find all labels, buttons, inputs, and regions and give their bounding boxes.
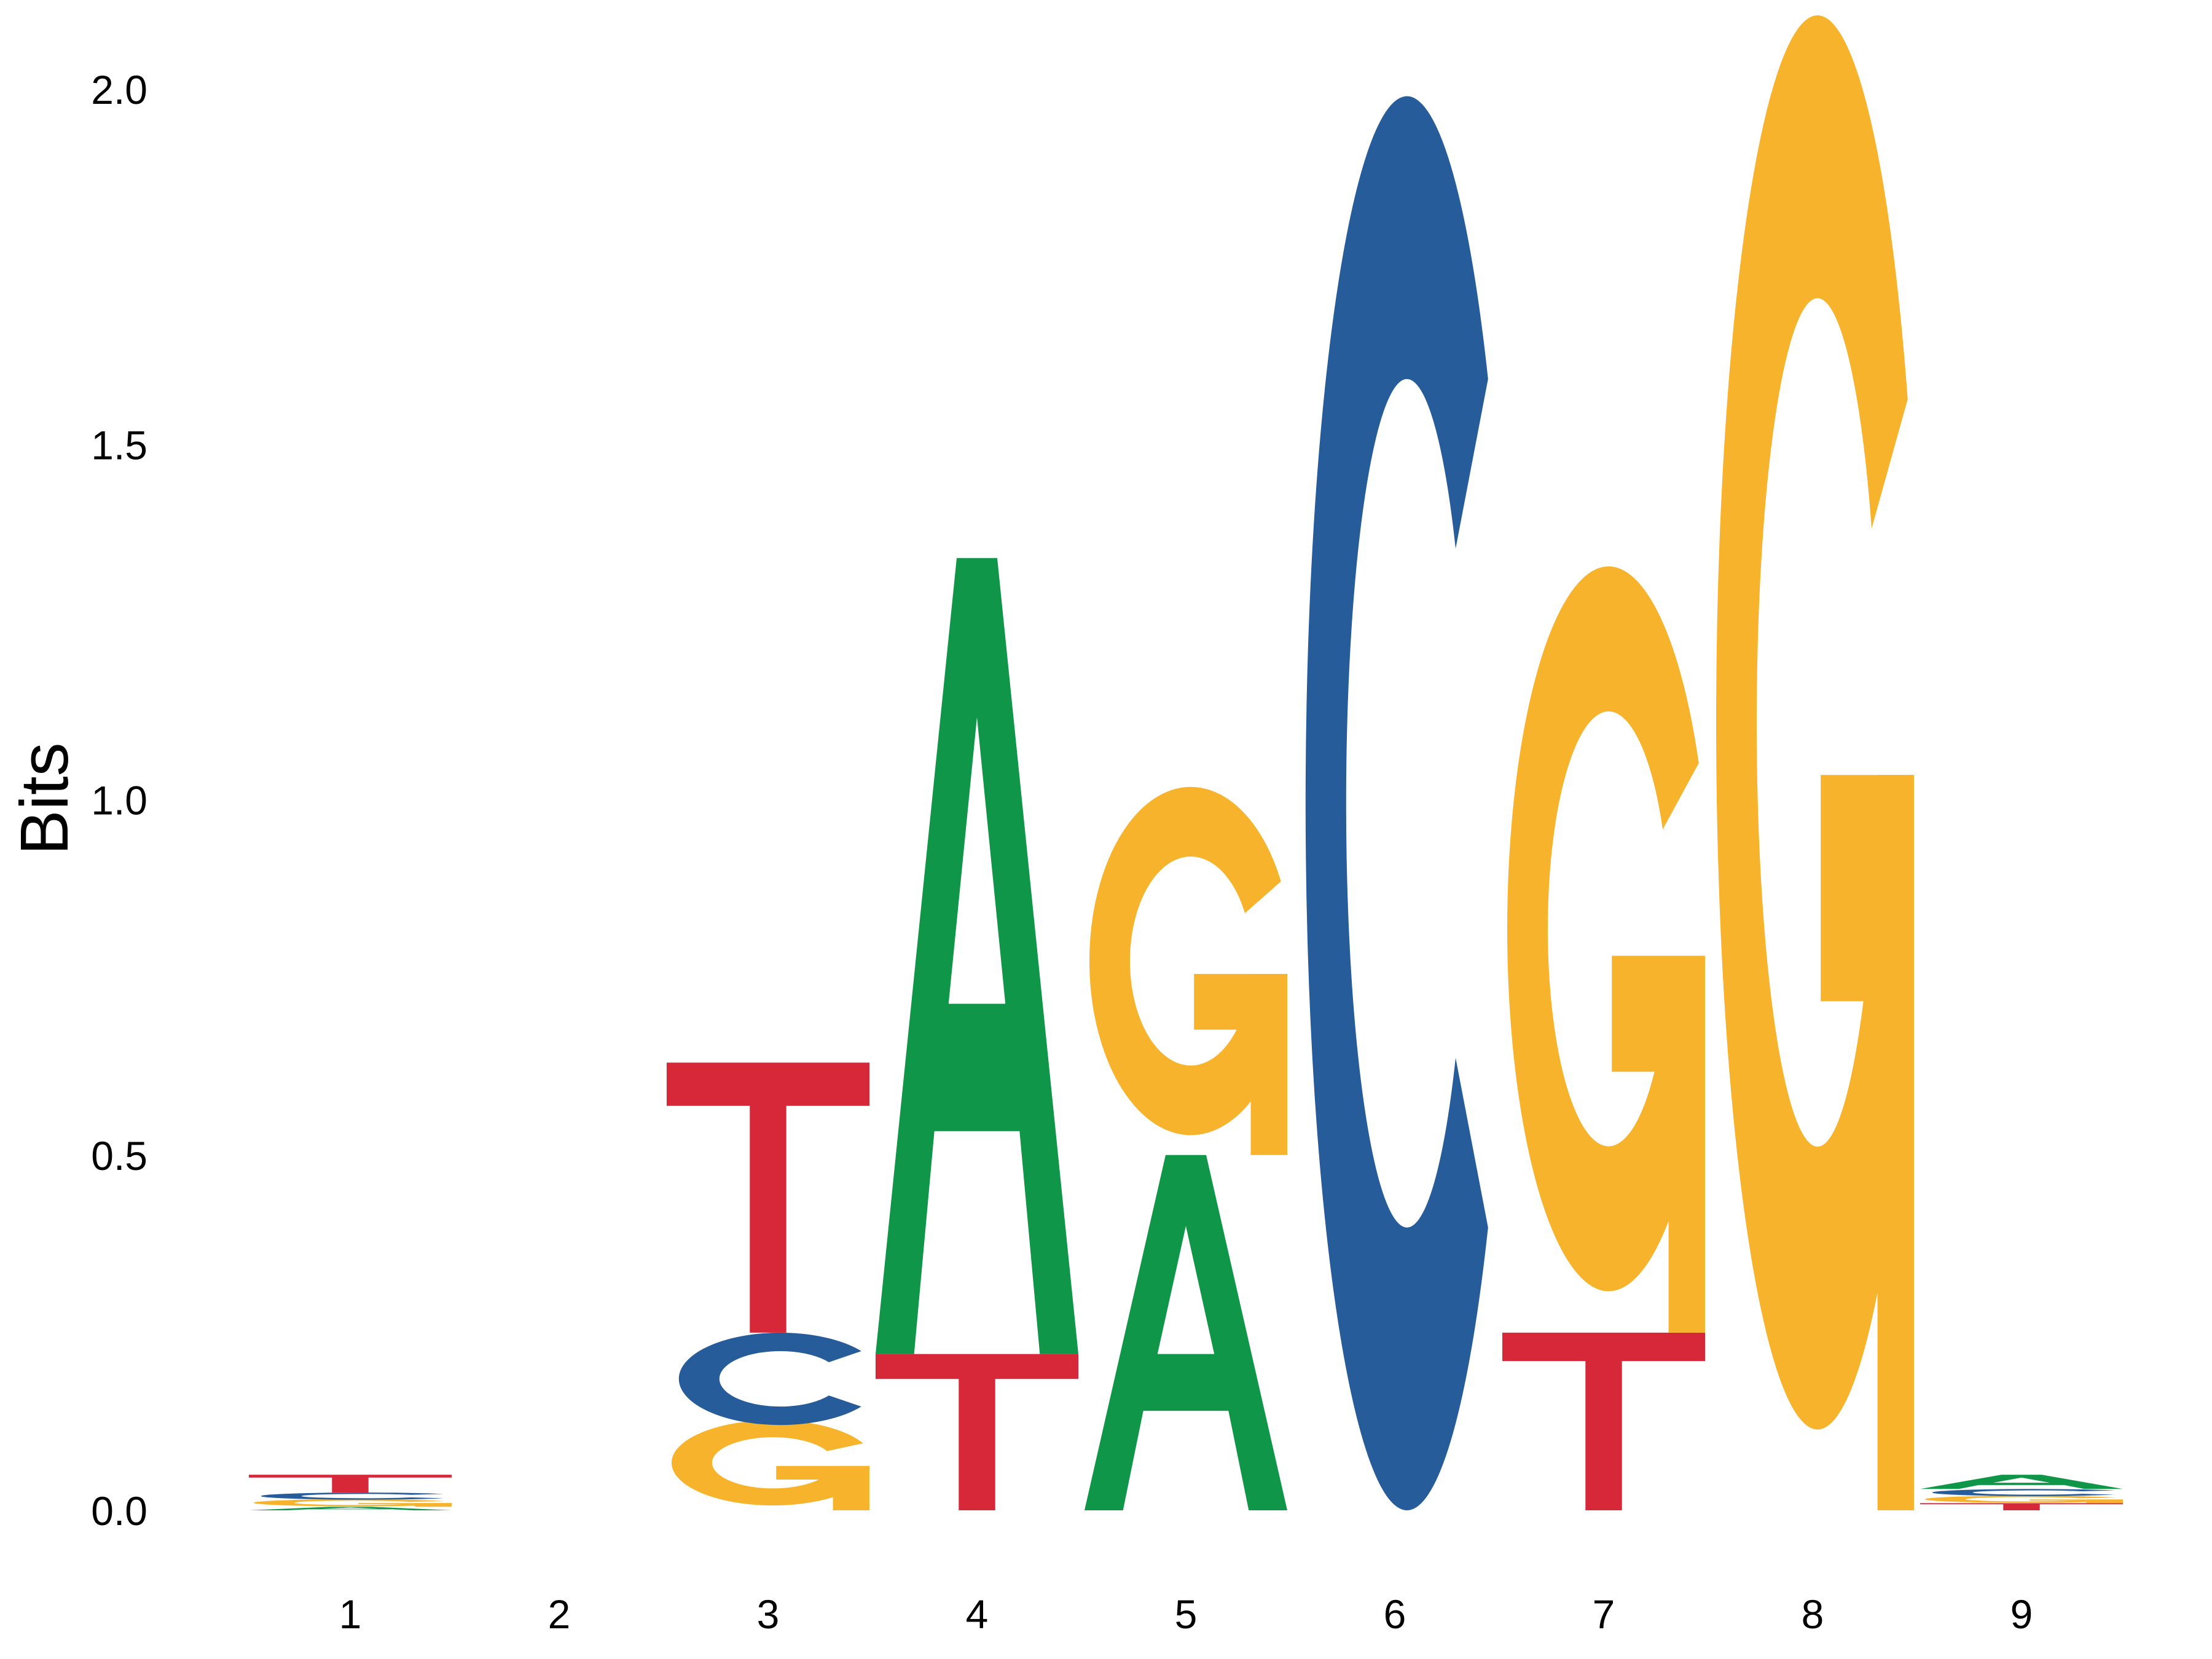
logo-stack-8: [1716, 15, 1914, 1510]
x-tick-label: 6: [1384, 1591, 1406, 1637]
letter-C: [1305, 96, 1488, 1510]
x-tick-label: 1: [339, 1591, 362, 1637]
letter-C: [1932, 1489, 2115, 1496]
x-tick-label: 3: [757, 1591, 780, 1637]
x-axis-ticks: 1 2 3 4 5 6 7 8 9: [339, 1591, 2033, 1637]
logo-stack-6: [1305, 96, 1488, 1510]
x-tick-label: 8: [1802, 1591, 1824, 1637]
letter-T: [667, 1062, 869, 1333]
letter-G: [1089, 786, 1287, 1155]
y-tick-label: 2.0: [91, 67, 147, 112]
letter-A: [1920, 1475, 2123, 1489]
x-tick-label: 5: [1175, 1591, 1198, 1637]
logo-stack-3: [667, 1062, 869, 1510]
letter-A: [876, 558, 1078, 1354]
x-tick-label: 9: [2010, 1591, 2033, 1637]
y-tick-label: 1.0: [91, 778, 147, 823]
y-tick-label: 0.0: [91, 1488, 147, 1534]
y-axis-label-group: Bits: [7, 742, 82, 855]
letter-G: [254, 1499, 452, 1507]
logo-stack-5: [1084, 786, 1287, 1510]
x-tick-label: 7: [1593, 1591, 1615, 1637]
logo-stack-4: [876, 558, 1078, 1510]
letter-C: [261, 1492, 444, 1500]
logo-stack-7: [1502, 566, 1705, 1510]
logo-stacks: [249, 15, 2123, 1510]
letter-T: [1502, 1332, 1705, 1510]
letter-G: [672, 1420, 869, 1510]
letter-A: [1084, 1155, 1287, 1510]
y-tick-label: 0.5: [91, 1133, 147, 1179]
letter-T: [1920, 1503, 2123, 1510]
x-tick-label: 4: [966, 1591, 989, 1637]
letter-G: [1925, 1496, 2123, 1504]
letter-T: [876, 1354, 1078, 1510]
letter-C: [678, 1332, 861, 1426]
letter-G: [1716, 15, 1914, 1510]
logo-stack-9: [1920, 1475, 2123, 1510]
letter-T: [249, 1475, 452, 1493]
x-tick-label: 2: [548, 1591, 571, 1637]
letter-G: [1507, 566, 1705, 1333]
y-axis-ticks: 0.0 0.5 1.0 1.5 2.0: [91, 67, 147, 1534]
letter-A: [249, 1507, 452, 1510]
logo-stack-1: [249, 1475, 452, 1510]
y-axis-label: Bits: [7, 742, 82, 855]
y-tick-label: 1.5: [91, 422, 147, 468]
